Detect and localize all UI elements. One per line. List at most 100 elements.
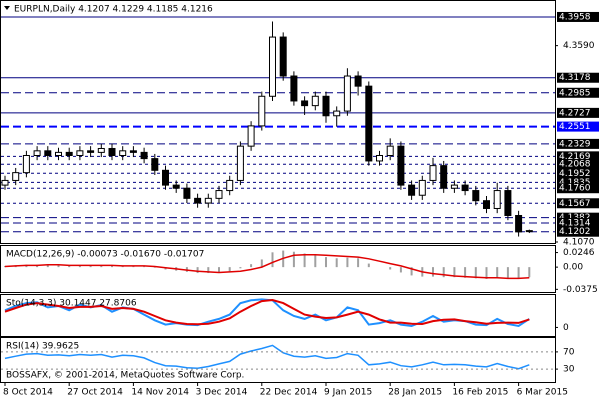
level-label-box	[557, 226, 599, 237]
y-tick-label: 4.3590	[563, 41, 595, 51]
candle-body	[386, 145, 394, 156]
candle-body	[97, 147, 105, 153]
candle-body	[397, 145, 405, 186]
candle-body	[279, 36, 287, 77]
indicator-line	[4, 253, 530, 280]
candle-body	[236, 145, 244, 181]
level-label: 4.2727	[559, 108, 591, 118]
level-label-box	[557, 138, 599, 149]
candle-body	[108, 147, 116, 156]
histogram-bar	[196, 267, 199, 274]
candle-body	[22, 154, 30, 174]
candle-body	[194, 197, 202, 204]
candle-body	[429, 165, 437, 181]
candle-body	[172, 184, 180, 189]
histogram-bar	[496, 267, 499, 279]
level-label: 4.2551	[559, 122, 591, 132]
copyright: BOSSAFX, © 2001-2014, MetaQuotes Softwar…	[6, 371, 244, 381]
y-tick-label: 0.0246	[563, 248, 595, 258]
level-label-box	[557, 87, 599, 98]
panel-frame	[0, 337, 556, 383]
y-tick-label: 70	[563, 347, 575, 357]
histogram-bar	[271, 252, 274, 268]
y-tick-label: 0	[563, 323, 569, 333]
panel-frame	[0, 294, 556, 337]
candle-body	[215, 190, 223, 199]
collapse-icon	[4, 6, 10, 10]
date-label: 14 Nov 2014	[131, 388, 189, 398]
candle-body	[493, 190, 501, 209]
histogram-bar	[432, 267, 434, 277]
candle-body	[65, 151, 73, 156]
candle-body	[408, 184, 416, 196]
level-label-box	[557, 121, 599, 132]
candle-body	[376, 154, 383, 162]
candle-body	[55, 151, 62, 156]
candle-body	[1, 179, 9, 186]
histogram-bar	[111, 265, 113, 268]
candle-body	[226, 179, 234, 192]
candle-body	[365, 85, 373, 162]
histogram-bar	[218, 267, 220, 273]
panel-title: Sto(14,3,3) 30.1447 27.8706	[6, 299, 137, 309]
histogram-bar	[239, 267, 242, 269]
candle-body	[343, 75, 351, 112]
candle-body	[322, 95, 330, 117]
candle-body	[333, 110, 341, 117]
date-label: 27 Oct 2014	[67, 388, 123, 398]
histogram-bar	[260, 259, 263, 268]
candle-body	[290, 75, 298, 102]
y-tick-label: 30	[563, 365, 575, 375]
candle-body	[515, 214, 523, 233]
histogram-bar	[228, 267, 231, 272]
level-label: 4.1202	[559, 227, 591, 237]
level-label: 4.2329	[559, 139, 591, 149]
candle-body	[183, 187, 191, 199]
histogram-bar	[143, 266, 146, 268]
candle-body	[418, 179, 426, 196]
histogram-bar	[335, 258, 338, 268]
candle-body	[119, 150, 127, 156]
histogram-bar	[153, 267, 156, 268]
candle-body	[354, 75, 362, 87]
panel-frame	[0, 0, 556, 244]
histogram-bar	[68, 265, 71, 268]
histogram-bar	[89, 265, 92, 268]
date-label: 28 Jan 2015	[388, 388, 442, 398]
histogram-bar	[506, 267, 509, 279]
level-label: 4.1952	[559, 169, 591, 179]
level-label-box	[557, 198, 599, 209]
candle-body	[151, 158, 159, 171]
histogram-bar	[78, 265, 81, 268]
histogram-bar	[314, 254, 317, 268]
candle-body	[440, 165, 448, 189]
level-label: 4.3178	[559, 73, 591, 83]
candle-body	[44, 150, 52, 156]
candle-body	[129, 150, 137, 153]
level-label-box	[557, 11, 599, 22]
panel-title: RSI(14) 39.9625	[6, 342, 79, 352]
histogram-bar	[46, 264, 49, 268]
histogram-bar	[325, 257, 327, 268]
histogram-bar	[303, 253, 306, 268]
indicator-line	[4, 298, 530, 326]
panel-title: EURPLN,Daily 4.1207 4.1229 4.1185 4.1216	[14, 5, 213, 15]
histogram-bar	[207, 267, 210, 274]
level-label: 4.1314	[559, 218, 591, 228]
date-label: 22 Dec 2014	[260, 388, 318, 398]
level-label-box	[557, 72, 599, 83]
candle-body	[461, 184, 469, 192]
level-label-box	[557, 217, 599, 228]
level-label: 4.1835	[559, 178, 591, 188]
date-label: 3 Dec 2014	[196, 388, 248, 398]
histogram-bar	[100, 265, 103, 268]
level-label: 4.3958	[559, 12, 591, 22]
panel-title: MACD(12,26,9) -0.00073 -0.01670 -0.01707	[6, 250, 204, 260]
histogram-bar	[57, 265, 60, 268]
level-label-box	[557, 183, 599, 194]
candle-body	[472, 190, 480, 202]
level-label-box	[557, 168, 599, 179]
level-label: 4.2169	[559, 152, 591, 162]
candle-body	[504, 190, 512, 216]
level-label-box	[557, 107, 599, 118]
